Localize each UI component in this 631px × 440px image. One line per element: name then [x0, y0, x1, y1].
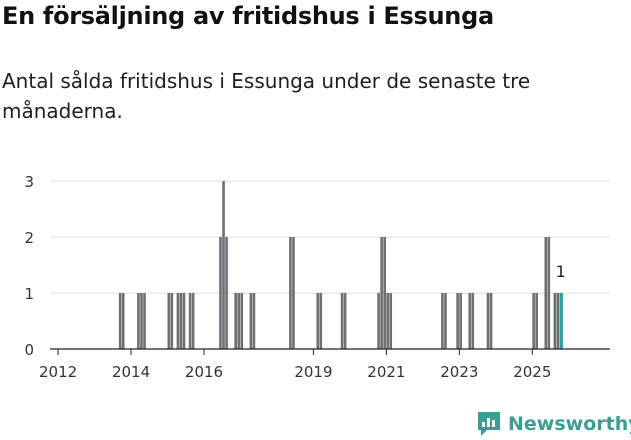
x-tick-label: 2025 — [513, 363, 551, 381]
y-tick-label: 2 — [24, 229, 34, 247]
bar — [456, 293, 459, 349]
x-axis-ticks: 2012 2014 2016 2019 2021 2023 2025 — [39, 349, 551, 381]
brand-name: Newsworthy — [508, 413, 631, 435]
bar — [547, 237, 551, 349]
bar — [225, 237, 228, 349]
x-tick-label: 2019 — [294, 363, 332, 381]
bar — [140, 293, 143, 349]
bar — [377, 293, 380, 349]
bar — [486, 293, 490, 349]
bar — [553, 293, 557, 349]
bar — [383, 237, 386, 349]
bar — [389, 293, 393, 349]
bar — [219, 237, 222, 349]
brand-logo: Newsworthy — [476, 408, 631, 440]
bar — [188, 293, 192, 349]
x-tick-label: 2021 — [367, 363, 405, 381]
bar — [167, 293, 171, 349]
grid-lines — [50, 180, 610, 294]
bar — [170, 293, 174, 349]
bar — [234, 293, 237, 349]
x-tick-label: 2016 — [185, 363, 223, 381]
bar — [237, 293, 241, 349]
y-tick-label: 1 — [24, 285, 34, 303]
bar — [292, 237, 295, 349]
y-tick-label: 3 — [24, 173, 34, 191]
bar — [556, 293, 560, 349]
bar — [222, 181, 225, 349]
bar — [289, 237, 292, 349]
newsworthy-logo-icon — [478, 412, 500, 436]
bar — [380, 237, 383, 349]
bar — [252, 293, 256, 349]
x-tick-label: 2012 — [39, 363, 77, 381]
bar — [544, 237, 548, 349]
bar — [182, 293, 186, 349]
bar — [468, 293, 472, 349]
bar — [137, 293, 140, 349]
bar — [441, 293, 444, 349]
bar — [340, 293, 344, 349]
bar — [316, 293, 320, 349]
x-tick-label: 2023 — [440, 363, 478, 381]
bar — [343, 293, 347, 349]
bar — [444, 293, 447, 349]
x-tick-label: 2014 — [112, 363, 150, 381]
y-axis-ticks: 0 1 2 3 — [24, 173, 34, 359]
bar — [179, 293, 183, 349]
bar — [121, 293, 125, 349]
y-tick-label: 0 — [24, 341, 34, 359]
bar — [240, 293, 244, 349]
chart-title: En försäljning av fritidshus i Essunga — [2, 2, 494, 30]
bars — [118, 181, 563, 349]
bar — [118, 293, 122, 349]
bar — [191, 293, 195, 349]
bar — [535, 293, 538, 349]
bar — [489, 293, 493, 349]
bar — [532, 293, 535, 349]
bar — [319, 293, 323, 349]
bar-highlight — [559, 293, 563, 349]
bar — [459, 293, 462, 349]
bar — [176, 293, 180, 349]
bar — [386, 293, 389, 349]
chart-subtitle: Antal sålda fritidshus i Essunga under d… — [2, 69, 531, 123]
bar — [143, 293, 146, 349]
last-value-annotation: 1 — [556, 262, 566, 281]
bar — [471, 293, 475, 349]
bar — [249, 293, 253, 349]
